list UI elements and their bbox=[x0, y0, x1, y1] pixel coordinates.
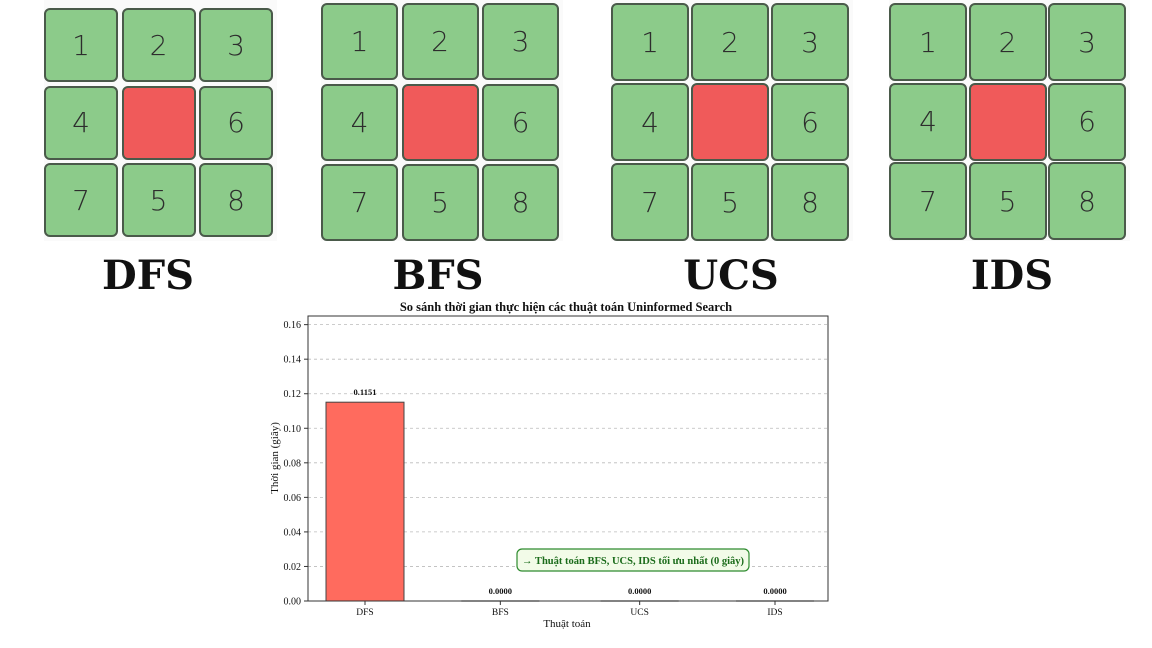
x-tick-label: DFS bbox=[356, 608, 373, 618]
puzzle-tile: 6 bbox=[199, 85, 273, 160]
bar-value-label: 0.0000 bbox=[489, 586, 512, 596]
y-tick-label: 0.12 bbox=[284, 389, 302, 400]
bar-dfs bbox=[325, 401, 405, 602]
puzzle-tile: 4 bbox=[44, 85, 118, 160]
puzzle-tile: 7 bbox=[611, 163, 689, 241]
y-axis-label: Thời gian (giây) bbox=[269, 422, 281, 494]
puzzle-tile: 3 bbox=[771, 3, 849, 81]
y-tick-label: 0.06 bbox=[284, 493, 302, 504]
x-tick-label: BFS bbox=[492, 608, 509, 618]
y-tick-label: 0.16 bbox=[284, 320, 302, 331]
annotation-text: → Thuật toán BFS, UCS, IDS tối ưu nhất (… bbox=[522, 556, 744, 567]
puzzle-tile-blank bbox=[968, 82, 1047, 161]
y-tick-label: 0.10 bbox=[284, 424, 302, 435]
y-tick-label: 0.02 bbox=[284, 562, 302, 573]
puzzle-tile: 4 bbox=[889, 82, 967, 161]
algorithm-label-dfs: DFS bbox=[102, 252, 194, 299]
puzzle-tile: 8 bbox=[199, 163, 273, 237]
puzzle-tile: 7 bbox=[321, 164, 398, 241]
puzzle-tile: 1 bbox=[611, 3, 689, 81]
puzzle-tile: 6 bbox=[482, 83, 559, 161]
x-axis-label: Thuật toán bbox=[543, 618, 591, 630]
puzzle-tile: 7 bbox=[44, 163, 118, 237]
puzzle-tile: 1 bbox=[321, 3, 398, 80]
puzzle-tile-blank bbox=[121, 85, 196, 160]
puzzle-tile: 4 bbox=[611, 83, 689, 161]
x-tick-label: UCS bbox=[630, 608, 648, 618]
puzzle-tile: 3 bbox=[482, 3, 559, 80]
y-tick-label: 0.00 bbox=[284, 597, 302, 608]
puzzle-tile: 2 bbox=[691, 3, 769, 81]
y-tick-label: 0.08 bbox=[284, 458, 302, 469]
puzzle-tile: 3 bbox=[199, 8, 273, 82]
chart-title: So sánh thời gian thực hiện các thuật to… bbox=[400, 300, 732, 314]
puzzle-tile: 6 bbox=[771, 83, 849, 161]
puzzle-tile: 3 bbox=[1048, 3, 1126, 81]
puzzle-tile: 5 bbox=[401, 164, 479, 241]
puzzle-tile: 8 bbox=[771, 163, 849, 241]
puzzle-tile: 2 bbox=[121, 8, 196, 82]
y-tick-label: 0.14 bbox=[284, 355, 302, 366]
algorithm-label-ucs: UCS bbox=[683, 252, 779, 299]
annotation-box bbox=[516, 548, 750, 572]
puzzle-tile: 2 bbox=[401, 3, 479, 80]
time-comparison-chart: So sánh thời gian thực hiện các thuật to… bbox=[269, 300, 829, 630]
puzzle-tile-blank bbox=[401, 83, 479, 161]
bar-value-label: 0.0000 bbox=[628, 586, 651, 596]
puzzle-tile: 5 bbox=[968, 162, 1047, 240]
puzzle-tile: 1 bbox=[889, 3, 967, 81]
plot-frame bbox=[307, 315, 829, 602]
puzzle-tile: 5 bbox=[121, 163, 196, 237]
y-tick-label: 0.04 bbox=[284, 527, 302, 538]
puzzle-tile: 2 bbox=[968, 3, 1047, 81]
puzzle-tile: 8 bbox=[1048, 162, 1126, 240]
algorithm-label-bfs: BFS bbox=[392, 252, 484, 299]
x-tick-label: IDS bbox=[767, 608, 782, 618]
puzzle-tile: 5 bbox=[691, 163, 769, 241]
algorithm-label-ids: IDS bbox=[970, 252, 1054, 299]
bar-value-label: 0.0000 bbox=[763, 586, 786, 596]
puzzle-tile: 1 bbox=[44, 8, 118, 82]
puzzle-tile: 6 bbox=[1048, 82, 1126, 161]
puzzle-tile: 8 bbox=[482, 164, 559, 241]
puzzle-tile: 4 bbox=[321, 83, 398, 161]
bar-value-label: 0.1151 bbox=[354, 387, 377, 397]
puzzle-tile: 7 bbox=[889, 162, 967, 240]
bars: 0.1151 DFS 0.0000 BFS 0.0000 UCS 0.0000 IDS bbox=[325, 387, 814, 618]
puzzle-tile-blank bbox=[691, 83, 769, 161]
